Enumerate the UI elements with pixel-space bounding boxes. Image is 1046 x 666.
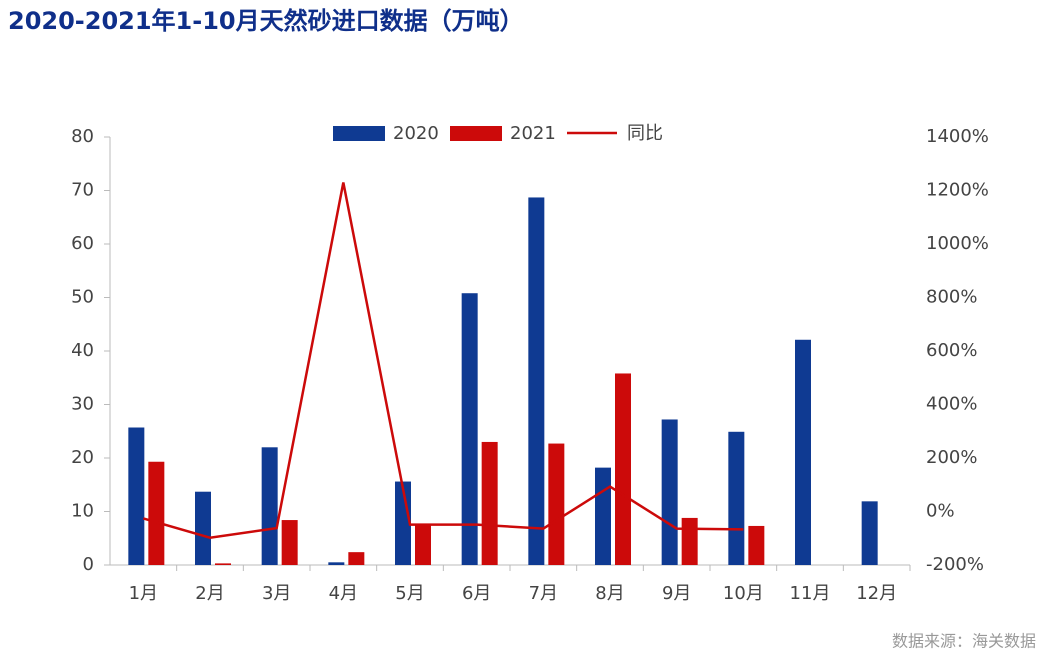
y2-tick-label: 600% <box>926 340 977 361</box>
bar <box>595 467 611 565</box>
y-tick-label: 10 <box>71 501 94 522</box>
y2-tick-label: 0% <box>926 501 955 522</box>
y-tick-label: 70 <box>71 180 94 201</box>
y2-tick-label: 800% <box>926 287 977 308</box>
line <box>142 182 744 539</box>
bar <box>261 447 278 565</box>
y2-tick-label: 1400% <box>926 126 989 147</box>
legend-label: 同比 <box>627 123 663 144</box>
x-tick-label: 4月 <box>329 583 358 604</box>
bar <box>281 520 298 565</box>
bar <box>728 431 745 565</box>
x-tick-label: 1月 <box>129 583 158 604</box>
x-tick-label: 8月 <box>595 583 624 604</box>
bar <box>395 481 411 565</box>
y-tick-label: 20 <box>71 447 94 468</box>
x-tick-label: 5月 <box>395 583 424 604</box>
y-tick-label: 80 <box>71 126 94 147</box>
y2-tick-label: 1000% <box>926 233 989 254</box>
y-tick-label: 50 <box>71 287 94 308</box>
legend-swatch <box>450 126 502 141</box>
y-tick-label: 40 <box>71 340 94 361</box>
bar <box>128 427 145 565</box>
legend-label: 2020 <box>393 123 439 144</box>
bar <box>615 373 631 565</box>
bar <box>748 525 765 565</box>
x-tick-label: 6月 <box>462 583 491 604</box>
y-tick-label: 60 <box>71 233 94 254</box>
bar <box>661 419 678 565</box>
bar <box>415 524 431 565</box>
legend-swatch <box>333 126 385 141</box>
y-tick-label: 30 <box>71 394 94 415</box>
bar <box>148 461 165 565</box>
y2-tick-label: 1200% <box>926 180 989 201</box>
y2-tick-label: 400% <box>926 394 977 415</box>
chart-title: 2020-2021年1-10月天然砂进口数据（万吨） <box>8 7 524 35</box>
x-tick-label: 2月 <box>195 583 224 604</box>
bar <box>348 552 365 565</box>
bar <box>481 441 498 565</box>
bar <box>548 443 565 565</box>
bar <box>528 197 545 565</box>
y2-tick-label: 200% <box>926 447 977 468</box>
x-tick-label: 11月 <box>790 583 831 604</box>
legend-label: 2021 <box>510 123 556 144</box>
source: 数据来源：海关数据 <box>892 632 1036 651</box>
bar <box>461 293 478 565</box>
y-tick-label: 0 <box>83 554 94 575</box>
bar <box>861 501 878 565</box>
x-tick-label: 3月 <box>262 583 291 604</box>
bar <box>681 517 698 565</box>
x-tick-label: 7月 <box>529 583 558 604</box>
x-tick-label: 12月 <box>856 583 897 604</box>
x-tick-label: 10月 <box>723 583 764 604</box>
x-tick-label: 9月 <box>662 583 691 604</box>
bar <box>328 562 345 565</box>
bar <box>195 491 211 565</box>
y2-tick-label: -200% <box>926 554 984 575</box>
bar <box>215 563 231 565</box>
bar <box>795 339 811 565</box>
